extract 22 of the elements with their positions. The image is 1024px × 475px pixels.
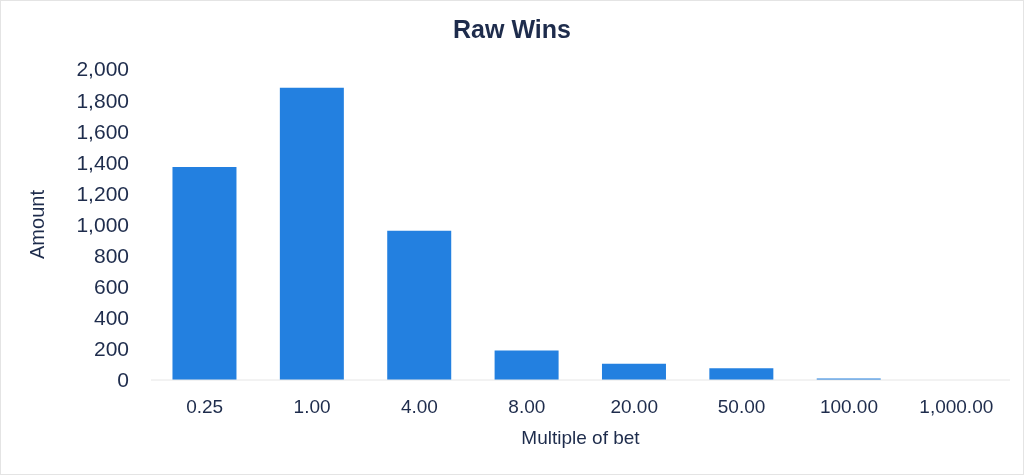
x-tick-label: 4.00 <box>400 396 438 418</box>
y-tick-label: 200 <box>93 337 129 361</box>
y-tick-label: 1,800 <box>76 88 129 112</box>
y-tick-label: 1,200 <box>76 181 129 205</box>
y-tick-label: 0 <box>117 368 129 392</box>
y-tick-label: 1,000 <box>76 212 129 236</box>
y-tick-label: 2,000 <box>76 57 129 81</box>
x-tick-label: 1.00 <box>293 396 331 418</box>
x-tick-label: 20.00 <box>610 396 658 418</box>
y-tick-label: 1,400 <box>76 150 129 174</box>
y-tick-label: 600 <box>93 275 129 299</box>
y-axis-title: Amount <box>26 189 49 259</box>
y-tick-label: 1,600 <box>76 119 129 143</box>
y-tick-label: 400 <box>93 306 129 330</box>
y-tick-label: 800 <box>93 244 129 268</box>
x-axis-title: Multiple of bet <box>521 427 641 448</box>
x-tick-label: 8.00 <box>508 396 546 418</box>
x-tick-label: 0.25 <box>186 396 224 418</box>
x-tick-label: 100.00 <box>819 396 878 418</box>
chart-title: Raw Wins <box>452 15 572 44</box>
x-tick-label: 50.00 <box>717 396 766 418</box>
x-tick-label: 1,000.00 <box>919 396 994 418</box>
